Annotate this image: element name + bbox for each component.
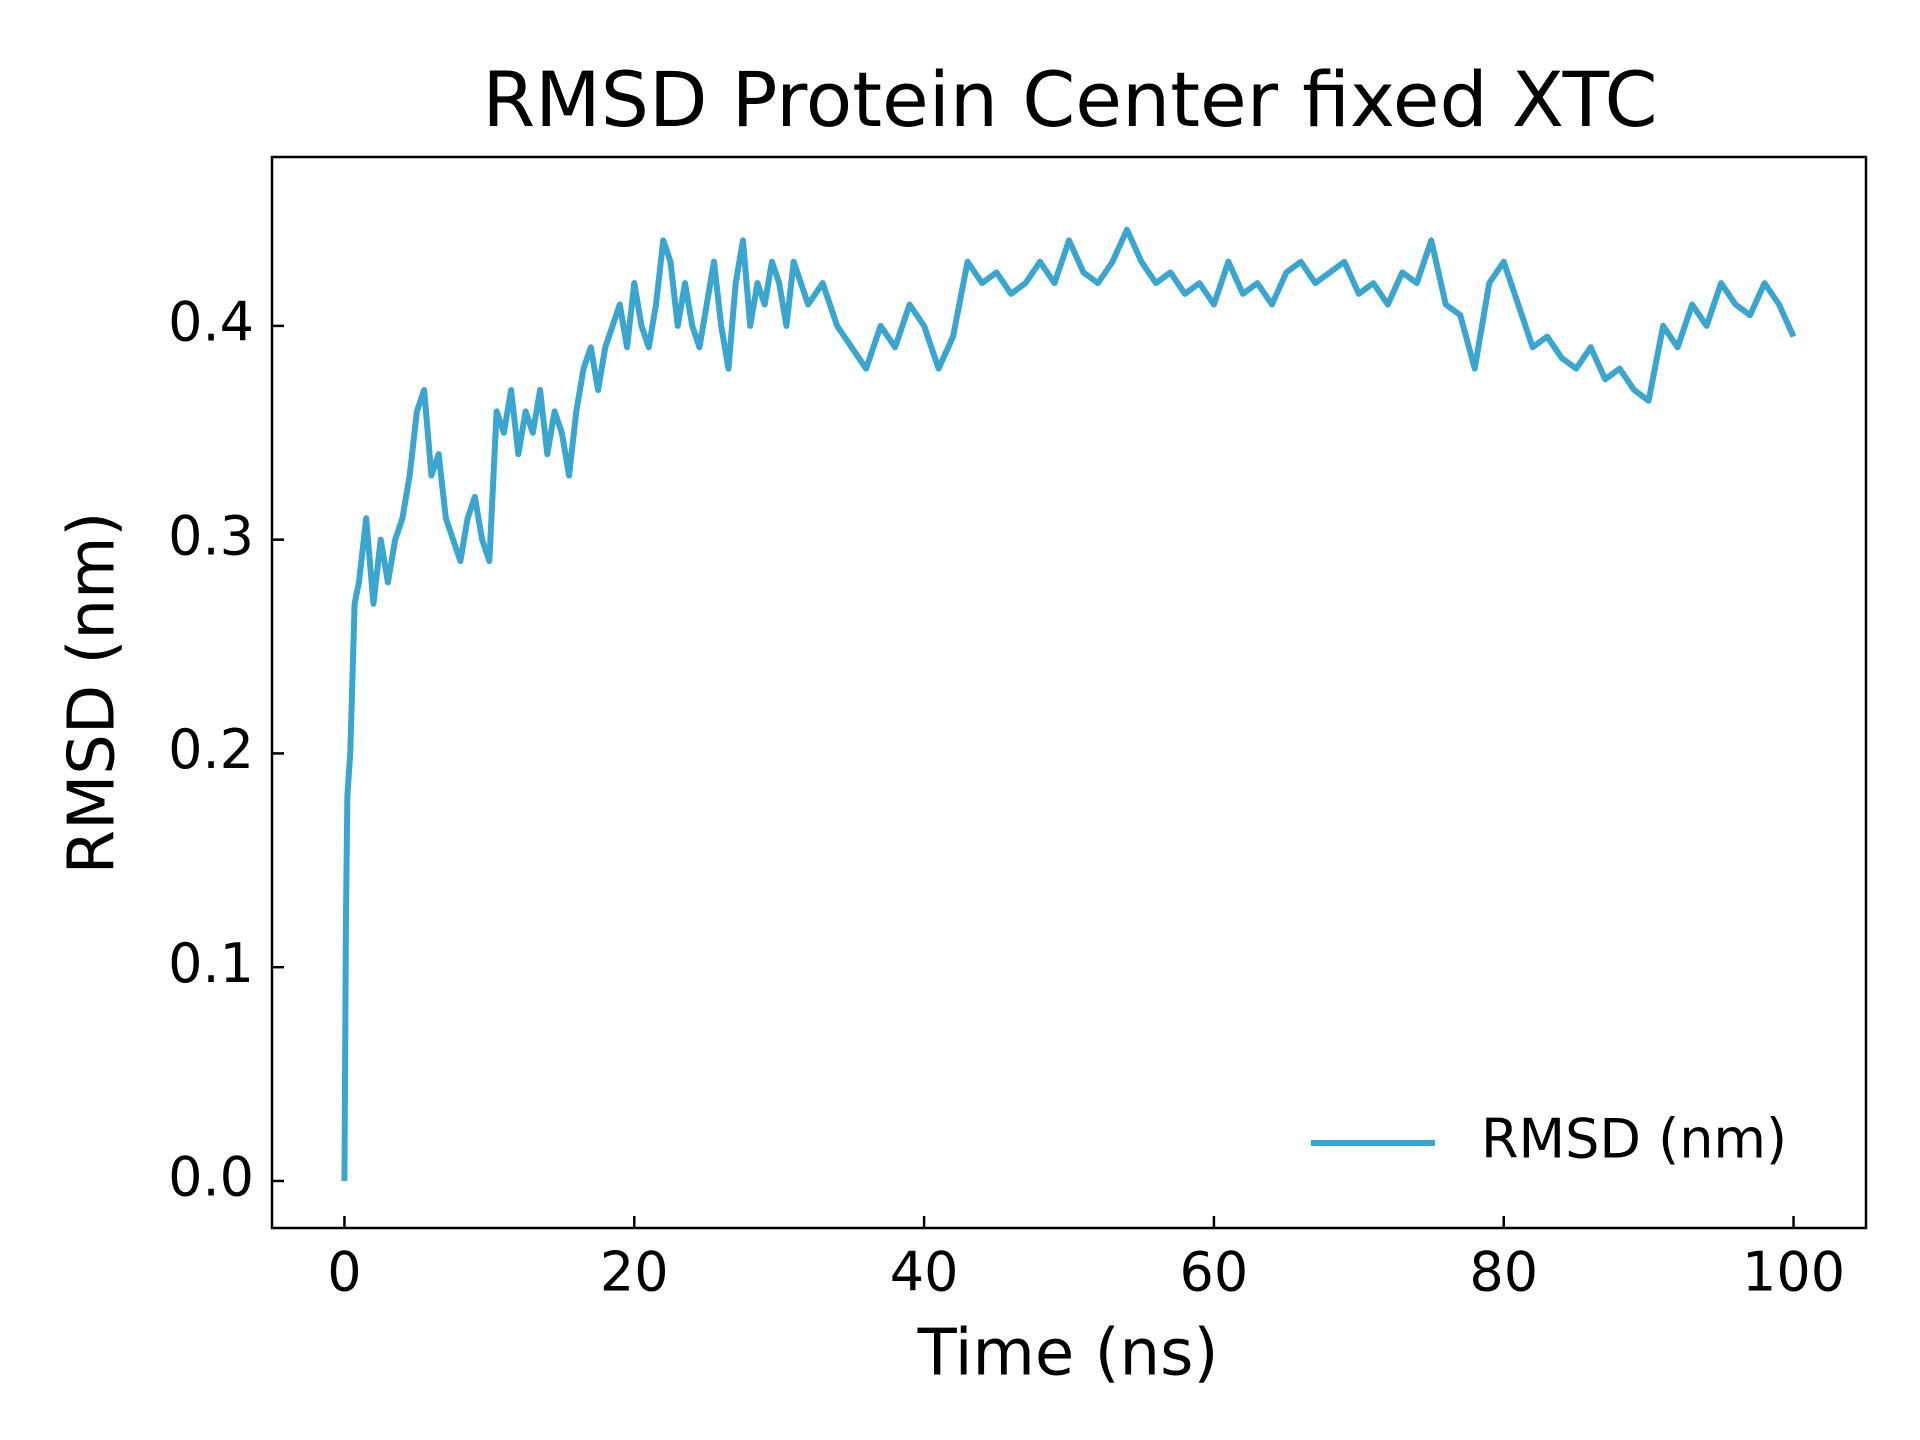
plot-frame xyxy=(270,155,1868,1230)
x-axis-label: Time (ns) xyxy=(917,1317,1219,1391)
chart-title: RMSD Protein Center fixed XTC xyxy=(482,55,1657,144)
x-tick-label: 80 xyxy=(1469,1241,1538,1304)
x-tick-label: 20 xyxy=(600,1241,669,1304)
x-tick-label: 40 xyxy=(890,1241,959,1304)
y-tick-label: 0.3 xyxy=(168,504,254,567)
y-tick-label: 0.2 xyxy=(168,718,254,781)
x-tick-label: 100 xyxy=(1742,1241,1845,1304)
legend-label: RMSD (nm) xyxy=(1481,1108,1787,1171)
y-tick-label: 0.4 xyxy=(168,291,254,354)
data-line xyxy=(341,226,1797,1181)
y-tick-label: 0.1 xyxy=(168,932,254,995)
x-tick-label: 0 xyxy=(327,1241,361,1304)
y-axis-label: RMSD (nm) xyxy=(56,512,130,875)
x-tick-label: 60 xyxy=(1180,1241,1249,1304)
y-tick-label: 0.0 xyxy=(168,1146,254,1209)
